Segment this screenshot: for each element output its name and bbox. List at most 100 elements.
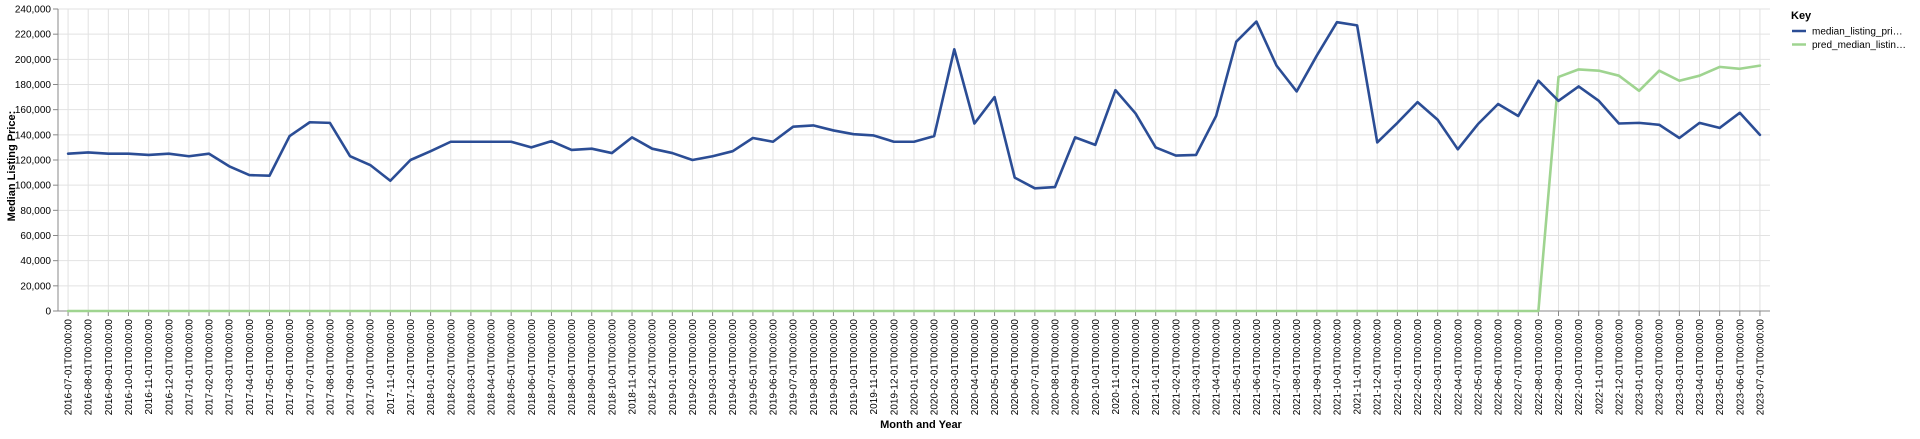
x-axis-title: Month and Year [880, 419, 962, 431]
x-tick-label: 2022-03-01T00:00:00 [1433, 319, 1444, 416]
y-tick-label: 220,000 [15, 30, 52, 41]
x-tick-label: 2017-10-01T00:00:00 [366, 319, 377, 416]
y-axis: 0 20,000 40,000 60,000 80,000 100,000 120,000 1… [15, 5, 59, 318]
x-tick-label: 2022-12-01T00:00:00 [1614, 319, 1625, 416]
x-tick-label: 2016-10-01T00:00:00 [124, 319, 135, 416]
x-tick-label: 2017-06-01T00:00:00 [285, 319, 296, 416]
x-tick-label: 2021-12-01T00:00:00 [1373, 319, 1384, 416]
x-tick-label: 2018-02-01T00:00:00 [446, 319, 457, 416]
x-tick-label: 2017-05-01T00:00:00 [265, 319, 276, 416]
x-tick-label: 2017-01-01T00:00:00 [184, 319, 195, 416]
x-tick-label: 2022-08-01T00:00:00 [1534, 319, 1545, 416]
x-tick-label: 2022-04-01T00:00:00 [1453, 319, 1464, 416]
x-tick-label: 2021-09-01T00:00:00 [1312, 319, 1323, 416]
x-tick-label: 2019-07-01T00:00:00 [789, 319, 800, 416]
x-tick-label: 2020-04-01T00:00:00 [970, 319, 981, 416]
x-tick-label: 2020-05-01T00:00:00 [990, 319, 1001, 416]
x-tick-label: 2018-08-01T00:00:00 [567, 319, 578, 416]
legend-label: median_listing_pri… [1812, 27, 1903, 38]
x-tick-label: 2023-04-01T00:00:00 [1695, 319, 1706, 416]
x-tick-label: 2020-07-01T00:00:00 [1030, 319, 1041, 416]
y-tick-label: 160,000 [15, 105, 52, 116]
x-tick-label: 2016-08-01T00:00:00 [84, 319, 95, 416]
legend-items: median_listing_pri… pred_median_listin… [1792, 27, 1906, 51]
x-tick-label: 2023-07-01T00:00:00 [1755, 319, 1766, 416]
x-tick-label: 2021-10-01T00:00:00 [1332, 319, 1343, 416]
x-tick-label: 2021-05-01T00:00:00 [1232, 319, 1243, 416]
x-tick-label: 2020-08-01T00:00:00 [1050, 319, 1061, 416]
x-tick-label: 2022-05-01T00:00:00 [1473, 319, 1484, 416]
y-tick-label: 120,000 [15, 156, 52, 167]
series-layer [66, 20, 1762, 313]
y-tick-label: 100,000 [15, 181, 52, 192]
x-tick-label: 2018-12-01T00:00:00 [648, 319, 659, 416]
x-tick-label: 2018-03-01T00:00:00 [466, 319, 477, 416]
x-tick-label: 2021-03-01T00:00:00 [1191, 319, 1202, 416]
x-tick-label: 2023-03-01T00:00:00 [1675, 319, 1686, 416]
x-tick-label: 2017-08-01T00:00:00 [325, 319, 336, 416]
y-tick-label: 80,000 [20, 206, 51, 217]
x-tick-label: 2017-03-01T00:00:00 [225, 319, 236, 416]
series-line-1 [66, 20, 1762, 190]
x-tick-label: 2018-10-01T00:00:00 [607, 319, 618, 416]
y-tick-label: 60,000 [20, 231, 51, 242]
series-line-2 [66, 64, 1762, 313]
y-tick-label: 40,000 [20, 256, 51, 267]
x-tick-label: 2017-02-01T00:00:00 [205, 319, 216, 416]
x-tick-label: 2020-09-01T00:00:00 [1071, 319, 1082, 416]
x-tick-label: 2020-01-01T00:00:00 [910, 319, 921, 416]
x-tick-label: 2022-10-01T00:00:00 [1574, 319, 1585, 416]
x-tick-label: 2017-09-01T00:00:00 [346, 319, 357, 416]
x-tick-label: 2016-07-01T00:00:00 [64, 319, 75, 416]
x-tick-label: 2018-04-01T00:00:00 [487, 319, 498, 416]
x-tick-label: 2017-11-01T00:00:00 [386, 319, 397, 415]
x-tick-label: 2021-02-01T00:00:00 [1171, 319, 1182, 416]
x-tick-label: 2016-12-01T00:00:00 [164, 319, 175, 416]
x-tick-label: 2017-07-01T00:00:00 [305, 319, 316, 416]
x-tick-label: 2023-01-01T00:00:00 [1635, 319, 1646, 416]
x-tick-label: 2018-05-01T00:00:00 [507, 319, 518, 416]
y-tick-label: 240,000 [15, 5, 52, 16]
x-tick-label: 2022-06-01T00:00:00 [1494, 319, 1505, 416]
x-axis: 2016-07-01T00:00:00 2016-08-01T00:00:00 20… [58, 310, 1770, 416]
y-tick-label: 0 [45, 307, 51, 318]
x-tick-label: 2019-12-01T00:00:00 [889, 319, 900, 416]
x-tick-label: 2023-02-01T00:00:00 [1655, 319, 1666, 416]
x-tick-label: 2022-02-01T00:00:00 [1413, 319, 1424, 416]
x-tick-label: 2020-12-01T00:00:00 [1131, 319, 1142, 416]
y-tick-label: 180,000 [15, 80, 52, 91]
x-tick-label: 2021-08-01T00:00:00 [1292, 319, 1303, 416]
x-tick-label: 2019-06-01T00:00:00 [769, 319, 780, 416]
x-tick-label: 2023-06-01T00:00:00 [1735, 319, 1746, 416]
x-tick-label: 2019-05-01T00:00:00 [748, 319, 759, 416]
y-tick-label: 140,000 [15, 130, 52, 141]
x-tick-label: 2019-03-01T00:00:00 [708, 319, 719, 416]
y-axis-title: Median Listing Price: [6, 111, 18, 222]
x-tick-label: 2020-02-01T00:00:00 [930, 319, 941, 416]
x-tick-label: 2019-02-01T00:00:00 [688, 319, 699, 416]
x-tick-label: 2021-07-01T00:00:00 [1272, 319, 1283, 416]
legend-label: pred_median_listin… [1812, 40, 1906, 51]
legend-title: Key [1791, 10, 1812, 22]
x-tick-label: 2021-04-01T00:00:00 [1212, 319, 1223, 416]
x-tick-label: 2021-11-01T00:00:00 [1353, 319, 1364, 415]
x-tick-label: 2020-10-01T00:00:00 [1091, 319, 1102, 416]
x-tick-label: 2017-04-01T00:00:00 [245, 319, 256, 416]
x-tick-label: 2021-06-01T00:00:00 [1252, 319, 1263, 416]
x-tick-label: 2023-05-01T00:00:00 [1715, 319, 1726, 416]
x-tick-label: 2022-01-01T00:00:00 [1393, 319, 1404, 416]
x-tick-label: 2020-06-01T00:00:00 [1010, 319, 1021, 416]
x-tick-label: 2019-09-01T00:00:00 [829, 319, 840, 416]
x-tick-label: 2019-01-01T00:00:00 [668, 319, 679, 416]
x-tick-label: 2020-11-01T00:00:00 [1111, 319, 1122, 415]
x-tick-label: 2022-11-01T00:00:00 [1594, 319, 1605, 415]
y-tick-label: 200,000 [15, 55, 52, 66]
x-tick-label: 2018-01-01T00:00:00 [426, 319, 437, 416]
x-tick-label: 2018-09-01T00:00:00 [587, 319, 598, 416]
x-tick-label: 2021-01-01T00:00:00 [1151, 319, 1162, 416]
x-tick-label: 2019-10-01T00:00:00 [849, 319, 860, 416]
x-tick-label: 2018-06-01T00:00:00 [527, 319, 538, 416]
x-tick-label: 2020-03-01T00:00:00 [950, 319, 961, 416]
